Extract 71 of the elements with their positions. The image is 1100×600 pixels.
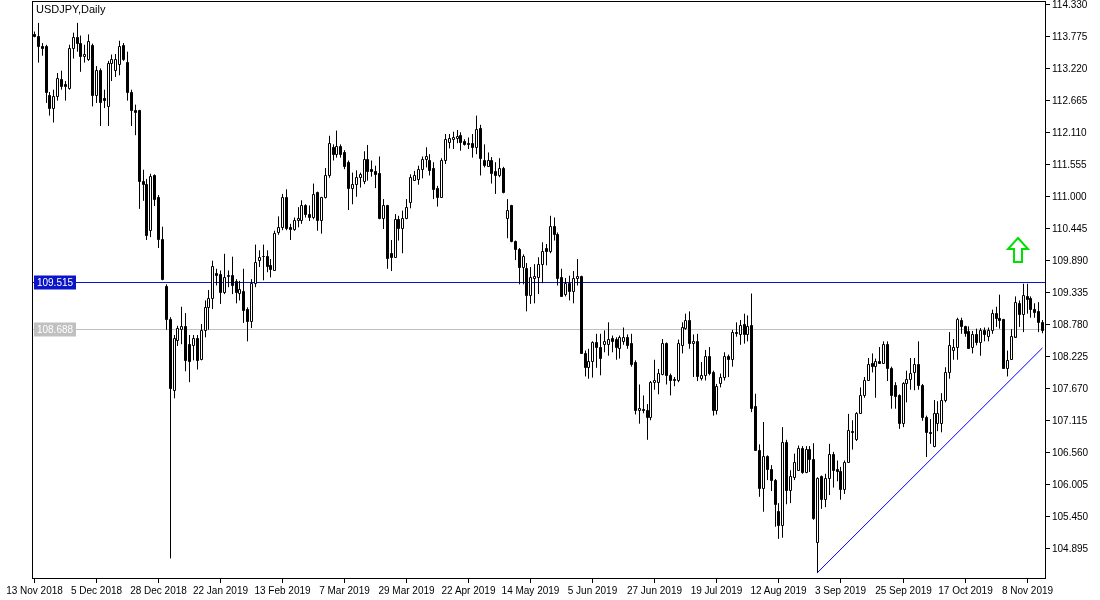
y-tick-label: 107.115 (1052, 415, 1088, 426)
candlestick (607, 321, 610, 357)
x-tick-label: 5 Dec 2018 (70, 585, 123, 596)
y-tick-label: 104.895 (1052, 543, 1089, 554)
candlestick (743, 313, 746, 345)
x-tick-label: 19 Jul 2019 (690, 585, 743, 596)
candlestick (494, 161, 497, 195)
candlestick (1037, 301, 1040, 333)
candlestick (615, 336, 618, 361)
y-tick-label: 106.005 (1052, 479, 1089, 490)
candlestick (762, 421, 765, 513)
x-tick-label: 13 Nov 2018 (6, 585, 64, 596)
candlestick (704, 349, 707, 381)
y-tick-label: 109.890 (1052, 255, 1089, 266)
candlestick (956, 317, 959, 361)
candlestick (781, 426, 784, 539)
x-tick-label: 17 Oct 2019 (938, 585, 994, 596)
x-tick-label: 22 Apr 2019 (441, 585, 496, 596)
candlestick (967, 325, 970, 350)
x-tick-label: 22 Jan 2019 (192, 585, 249, 596)
x-tick-label: 25 Sep 2019 (875, 585, 933, 596)
y-tick-label: 112.665 (1052, 95, 1088, 106)
candlestick (99, 67, 102, 127)
candlestick (933, 399, 936, 448)
candlestick (506, 198, 509, 239)
candlestick (979, 327, 982, 357)
candlestick (258, 249, 261, 268)
candlestick (1022, 283, 1025, 333)
candlestick (483, 143, 486, 168)
candlestick (409, 173, 412, 209)
y-tick-label: 108.225 (1052, 351, 1089, 362)
candlestick (366, 144, 369, 182)
x-tick-label: 5 Jun 2019 (567, 585, 618, 596)
x-tick-label: 7 Mar 2019 (319, 585, 371, 596)
x-tick-label: 8 Nov 2019 (1001, 585, 1054, 596)
candlestick (459, 131, 462, 152)
candlestick (281, 193, 284, 231)
candlestick (971, 330, 974, 354)
candlestick (37, 22, 40, 64)
candlestick (138, 109, 141, 210)
y-tick-label: 114.330 (1052, 0, 1088, 10)
candlestick (696, 333, 699, 382)
y-tick-label: 110.445 (1052, 223, 1088, 234)
x-tick-label: 3 Sep 2019 (814, 585, 867, 596)
candlestick (452, 131, 455, 150)
candlestick (801, 445, 804, 475)
y-tick-label: 105.450 (1052, 511, 1089, 522)
x-tick-label: 27 Jun 2019 (626, 585, 683, 596)
chart-title: USDJPY,Daily (36, 3, 106, 15)
candlestick (599, 333, 602, 376)
y-tick-label: 106.560 (1052, 447, 1089, 458)
x-tick-label: 28 Dec 2018 (130, 585, 188, 596)
y-tick-label: 112.110 (1052, 127, 1088, 138)
candlestick (568, 275, 571, 301)
candlestick (149, 173, 152, 238)
candlestick (335, 130, 338, 159)
y-tick-label: 111.000 (1052, 191, 1088, 202)
candlestick (118, 40, 121, 76)
x-tick-label: 14 May 2019 (501, 585, 560, 596)
y-tick-label: 109.335 (1052, 287, 1089, 298)
y-tick-label: 107.670 (1052, 383, 1089, 394)
y-tick-label: 108.780 (1052, 319, 1089, 330)
y-tick-label: 113.775 (1052, 31, 1088, 42)
y-tick-label: 111.555 (1052, 159, 1088, 170)
x-tick-label: 29 Mar 2019 (378, 585, 436, 596)
x-tick-label: 13 Feb 2019 (254, 585, 312, 596)
candlestick (262, 244, 265, 281)
x-tick-label: 12 Aug 2019 (750, 585, 808, 596)
candlestick (300, 199, 303, 225)
candlestick (805, 445, 808, 474)
y-tick-label: 113.220 (1052, 63, 1088, 74)
